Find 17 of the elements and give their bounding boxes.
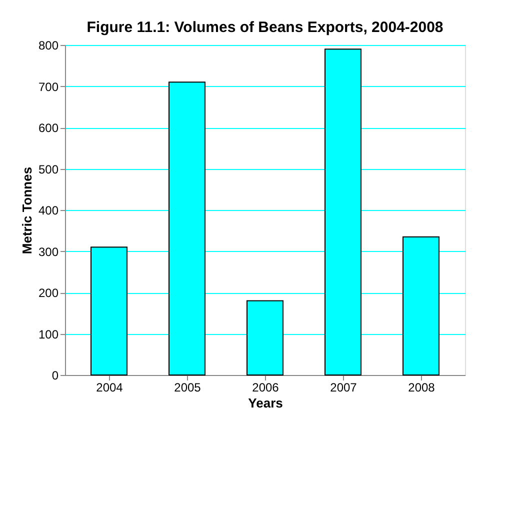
x-tick-label: 2006	[252, 380, 280, 394]
y-tick-label: 500	[38, 162, 59, 176]
y-tick-label: 200	[38, 286, 59, 300]
x-tick-label: 2004	[96, 380, 124, 394]
x-tick-label: 2005	[174, 380, 202, 394]
y-axis-title: Metric Tonnes	[19, 166, 34, 254]
x-axis-title: Years	[248, 396, 283, 410]
y-tick-label: 100	[38, 327, 59, 342]
y-tick-label: 600	[38, 121, 59, 135]
y-tick-label: 800	[38, 38, 59, 52]
y-tick-label: 400	[38, 204, 59, 218]
chart-title: Figure 11.1: Volumes of Beans Exports, 2004-2008	[86, 19, 444, 36]
y-tick-label: 700	[38, 80, 59, 94]
y-tick-label: 300	[38, 244, 59, 259]
y-tick-label: 0	[52, 368, 59, 382]
x-tick-label: 2008	[408, 380, 436, 394]
x-tick-label: 2007	[330, 380, 358, 394]
